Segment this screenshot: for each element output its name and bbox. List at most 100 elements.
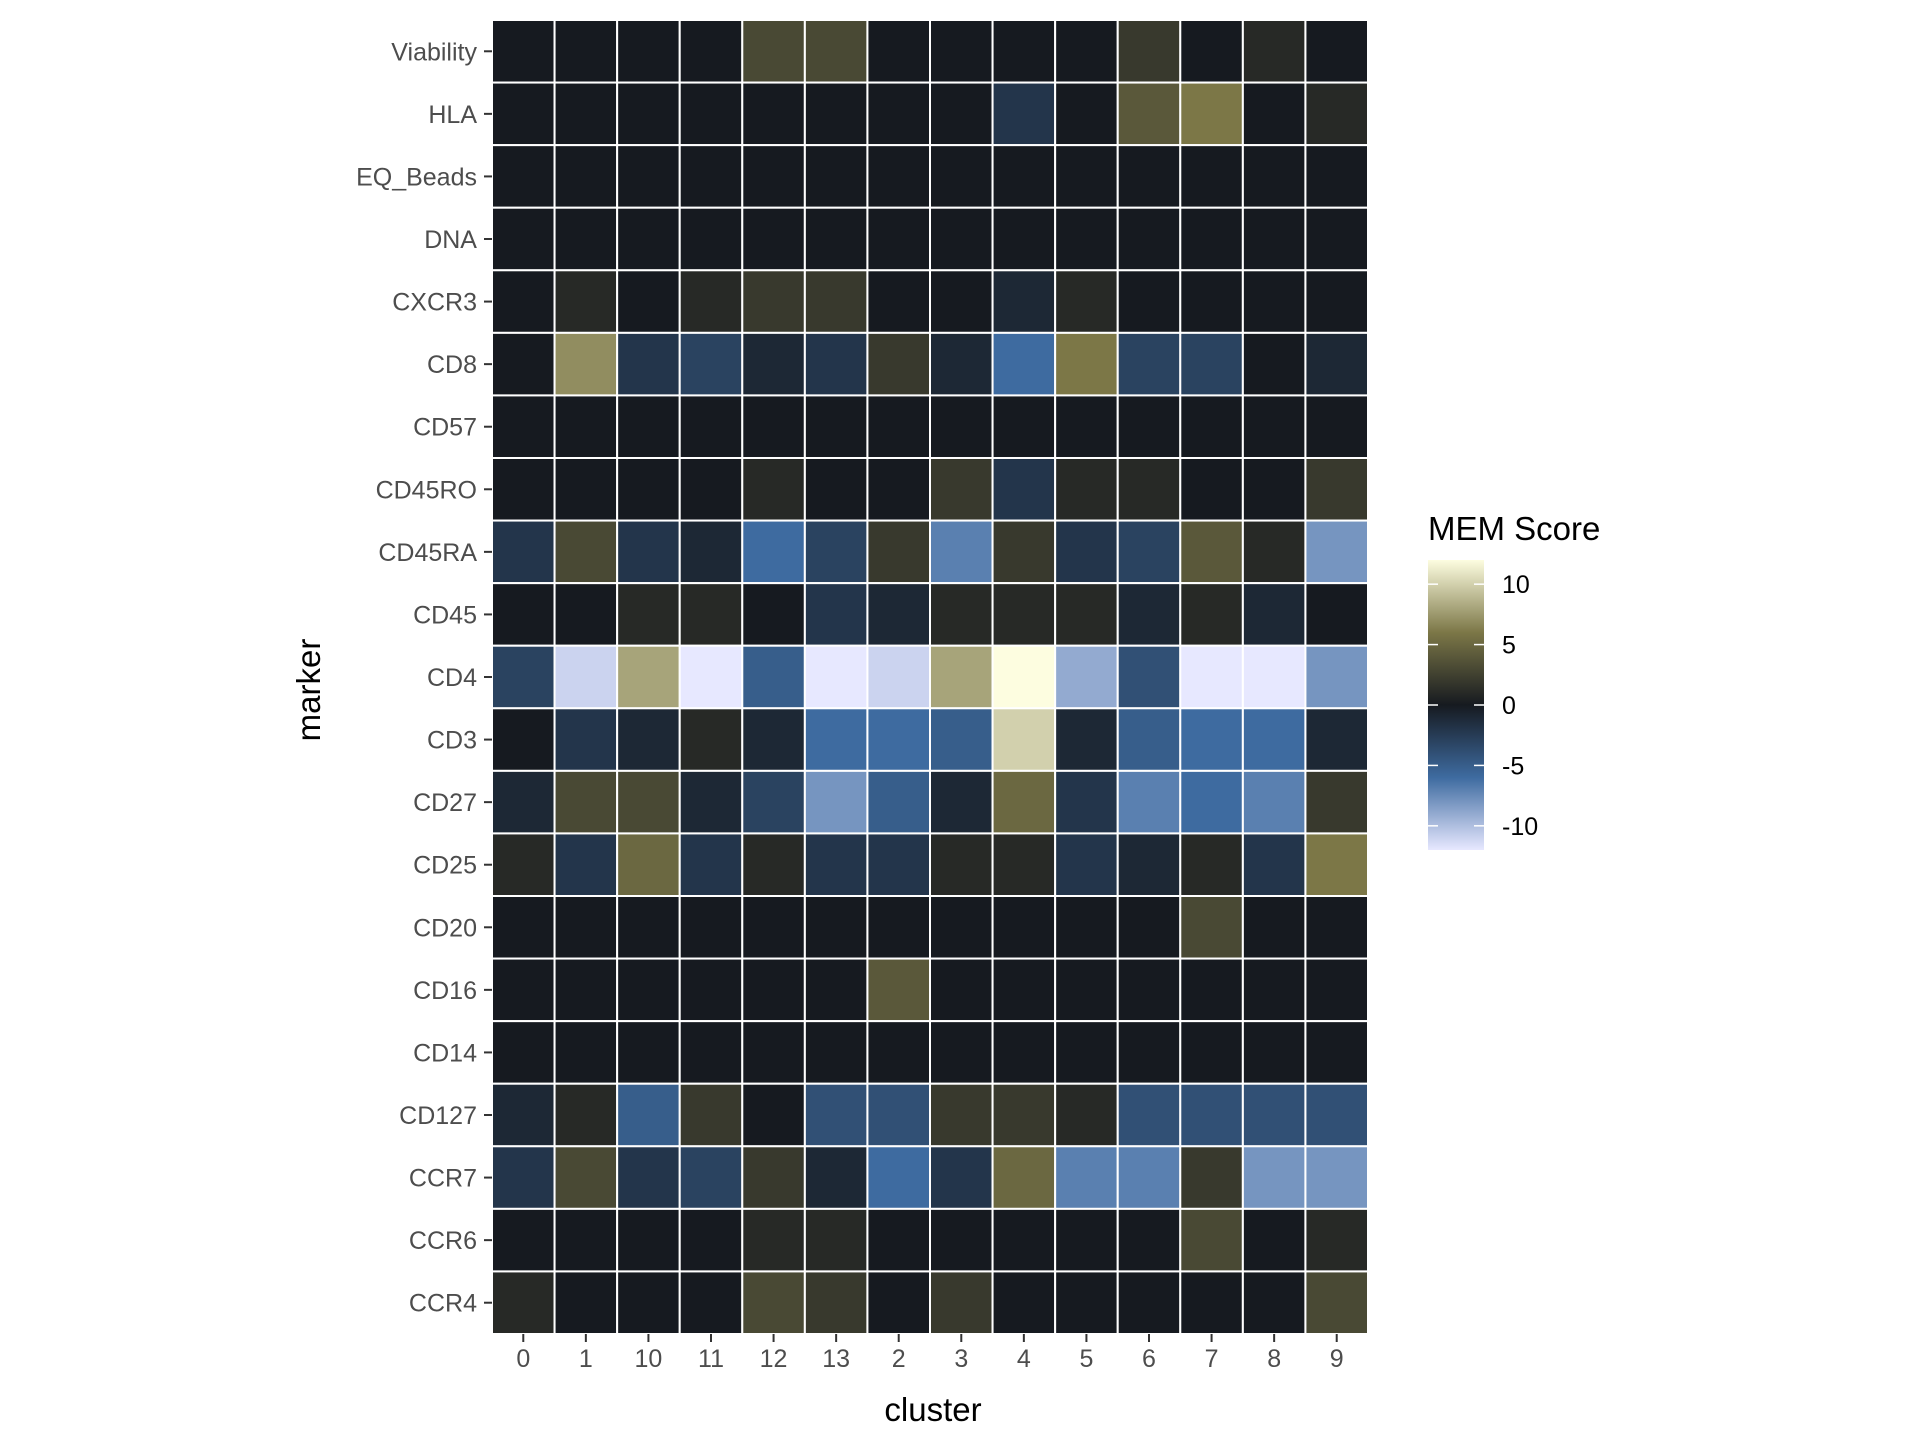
heatmap-cell xyxy=(866,269,932,334)
heatmap-cell xyxy=(491,81,556,147)
heatmap-cell xyxy=(1116,895,1182,960)
heatmap-cell xyxy=(803,832,869,898)
heatmap-cell xyxy=(991,19,1057,84)
heatmap-cell xyxy=(1304,144,1370,209)
heatmap-cell xyxy=(1241,1207,1307,1273)
heatmap-cell xyxy=(1241,707,1307,772)
x-tick-label: 2 xyxy=(892,1345,906,1373)
heatmap-cell xyxy=(866,1020,932,1085)
heatmap-cell xyxy=(1304,769,1370,835)
x-tick-label: 11 xyxy=(698,1345,724,1373)
heatmap-cell xyxy=(1304,457,1370,522)
heatmap-cell xyxy=(741,644,806,710)
legend-title: MEM Score xyxy=(1428,510,1600,547)
heatmap-cell xyxy=(491,1207,556,1273)
heatmap-cell xyxy=(491,707,556,772)
heatmap-cell xyxy=(1241,19,1307,84)
y-tick-label: CD45RA xyxy=(378,539,477,567)
heatmap-cell xyxy=(1179,895,1244,960)
y-tick-label: CD20 xyxy=(413,914,477,942)
y-tick-label: CD25 xyxy=(413,852,477,880)
y-tick-label: EQ_Beads xyxy=(356,163,477,191)
heatmap-cell xyxy=(553,19,619,84)
heatmap-cell xyxy=(991,394,1057,459)
heatmap-cell xyxy=(1116,1020,1182,1085)
heatmap-cell xyxy=(1304,707,1370,772)
heatmap-cell xyxy=(1116,81,1182,147)
heatmap-cell xyxy=(866,457,932,522)
heatmap-cell xyxy=(803,331,869,397)
heatmap-cell xyxy=(491,1145,556,1210)
heatmap-cell xyxy=(616,457,681,522)
heatmap-cell xyxy=(678,895,744,960)
heatmap-cell xyxy=(491,1082,556,1148)
heatmap-cell xyxy=(1179,832,1244,898)
heatmap-cell xyxy=(866,707,932,772)
heatmap-cell xyxy=(1304,1082,1370,1148)
heatmap-cell xyxy=(553,144,619,209)
heatmap-cell xyxy=(1241,1082,1307,1148)
heatmap-cell xyxy=(553,1270,619,1336)
heatmap-cell xyxy=(741,457,806,522)
heatmap-cell xyxy=(1054,582,1119,647)
heatmap-cell xyxy=(866,1207,932,1273)
heatmap-cell xyxy=(1116,394,1182,459)
heatmap-cell xyxy=(929,769,994,835)
y-tick-label: CCR4 xyxy=(409,1290,477,1318)
heatmap-cell xyxy=(1054,1020,1119,1085)
y-tick-label: CD8 xyxy=(427,351,477,379)
heatmap-cell xyxy=(1304,1207,1370,1273)
heatmap-cell xyxy=(866,144,932,209)
y-tick-label: DNA xyxy=(424,226,477,254)
heatmap-cell xyxy=(1179,206,1244,272)
heatmap-cell xyxy=(803,269,869,334)
heatmap-cell xyxy=(991,457,1057,522)
heatmap-cell xyxy=(1054,1207,1119,1273)
heatmap-cell xyxy=(929,144,994,209)
heatmap-cell xyxy=(491,269,556,334)
heatmap-cell xyxy=(929,269,994,334)
y-tick-label: CCR7 xyxy=(409,1165,477,1193)
heatmap-cell xyxy=(616,144,681,209)
x-tick-label: 7 xyxy=(1205,1345,1219,1373)
heatmap-cell xyxy=(616,269,681,334)
x-tick-label: 8 xyxy=(1267,1345,1281,1373)
heatmap-cell xyxy=(491,582,556,647)
heatmap-cell xyxy=(866,895,932,960)
heatmap-cell xyxy=(616,895,681,960)
heatmap-cell xyxy=(1054,1082,1119,1148)
y-axis: Viability HLA EQ_Beads DNA CXCR3 CD8 CD57 CD45R… xyxy=(356,38,492,1318)
heatmap-cell xyxy=(741,582,806,647)
heatmap-cell xyxy=(1116,707,1182,772)
heatmap-cell xyxy=(1304,832,1370,898)
heatmap-cell xyxy=(991,206,1057,272)
heatmap-cell xyxy=(678,957,744,1023)
heatmap-cell xyxy=(553,832,619,898)
heatmap-cell xyxy=(1179,394,1244,459)
heatmap-cell xyxy=(1116,957,1182,1023)
heatmap-cell xyxy=(1054,832,1119,898)
heatmap-cell xyxy=(616,769,681,835)
heatmap-cell xyxy=(491,206,556,272)
heatmap-cell xyxy=(929,582,994,647)
heatmap-cell xyxy=(1179,1207,1244,1273)
heatmap-cell xyxy=(803,394,869,459)
heatmap-cell xyxy=(1304,895,1370,960)
heatmap-cell xyxy=(866,832,932,898)
legend: MEM Score 10 5 0 -5 -10 xyxy=(1428,510,1600,850)
heatmap-cell xyxy=(1304,331,1370,397)
heatmap-cell xyxy=(991,707,1057,772)
heatmap-cell xyxy=(803,81,869,147)
heatmap-cell xyxy=(1054,394,1119,459)
heatmap-cell xyxy=(1241,895,1307,960)
heatmap-cell xyxy=(491,957,556,1023)
heatmap-cell xyxy=(803,582,869,647)
heatmap-cell xyxy=(1304,582,1370,647)
heatmap-cell xyxy=(991,957,1057,1023)
heatmap-cell xyxy=(1179,1082,1244,1148)
heatmap-cell xyxy=(1179,707,1244,772)
heatmap-cell xyxy=(491,394,556,459)
heatmap-cell xyxy=(1054,895,1119,960)
heatmap-cell xyxy=(741,1145,806,1210)
heatmap-cell xyxy=(616,519,681,585)
